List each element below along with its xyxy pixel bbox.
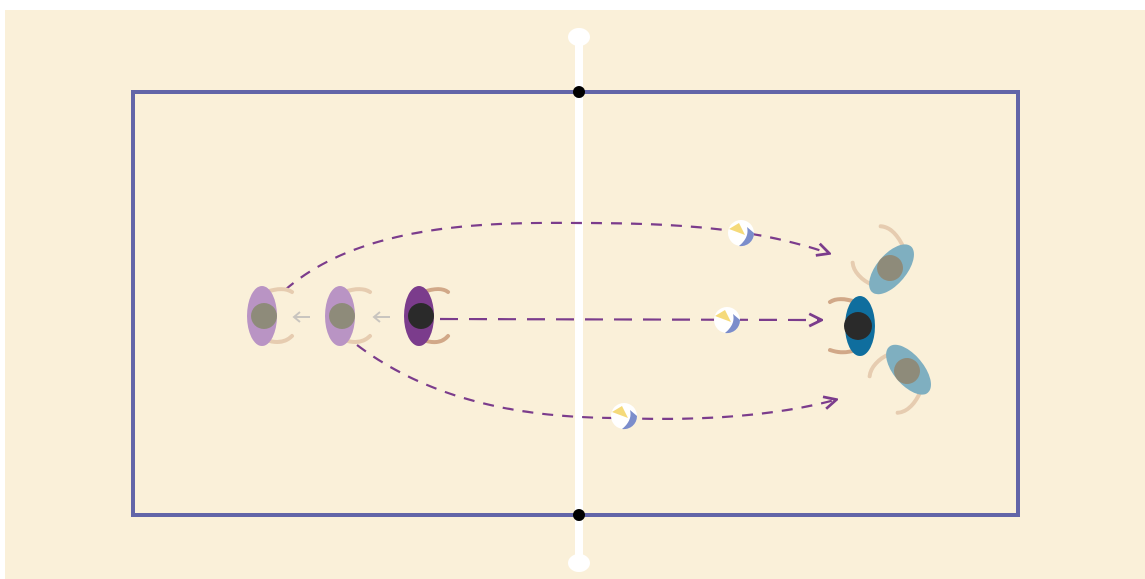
volleyball-icon	[714, 307, 741, 334]
movement-arrow	[292, 311, 310, 323]
arrow-icon	[372, 311, 381, 323]
player-icon	[404, 286, 450, 346]
net-post-icon	[573, 86, 585, 98]
player-icon	[828, 296, 875, 356]
player-icon	[247, 286, 294, 346]
trajectory-high-arc	[284, 221, 828, 291]
player-icon	[850, 224, 914, 295]
net-post-icon	[573, 509, 585, 521]
arrow-icon	[292, 311, 301, 323]
net	[568, 28, 590, 572]
trajectory-straight	[439, 319, 820, 320]
player-icon	[325, 286, 372, 346]
movement-arrow	[372, 311, 390, 323]
player-icon	[867, 344, 931, 415]
volleyball-icon	[611, 403, 638, 430]
net-post-end-bottom	[568, 554, 590, 572]
volleyball-icon	[728, 220, 755, 247]
net-post-end-top	[568, 28, 590, 46]
